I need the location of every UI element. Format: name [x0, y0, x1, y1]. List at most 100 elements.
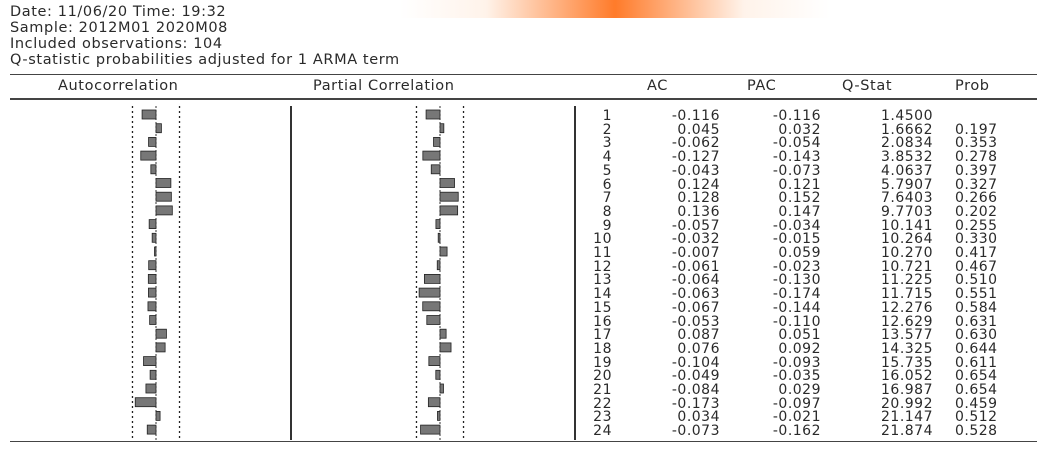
qstat-cell: 12.276	[881, 299, 933, 316]
lag-cell: 22	[593, 395, 612, 412]
qstat-cell: 7.6403	[881, 190, 933, 207]
prob-cell: 0.630	[955, 327, 998, 344]
qstat-note-line: Q-statistic probabilities adjusted for 1…	[10, 52, 400, 68]
pac-bar	[435, 219, 441, 230]
pac-bar	[436, 260, 441, 271]
pac-bar	[439, 383, 444, 394]
pac-bar	[420, 424, 441, 435]
ac-cell: -0.116	[671, 108, 720, 124]
ac-cell: -0.043	[671, 162, 720, 179]
pac-bar	[430, 164, 441, 175]
pac-cell: 0.092	[778, 340, 821, 357]
qstat-cell: 10.264	[881, 231, 933, 248]
ac-cell: -0.062	[671, 135, 720, 152]
pac-bar	[423, 273, 441, 284]
ac-bar	[154, 246, 157, 257]
qstat-cell: 20.992	[881, 395, 933, 412]
pac-cell: -0.130	[772, 272, 821, 289]
ac-bar	[146, 424, 157, 435]
ac-bar	[140, 150, 157, 161]
pac-cell: -0.116	[772, 108, 821, 124]
lag-cell: 4	[602, 149, 612, 166]
ac-cell: 0.076	[677, 340, 720, 357]
pac-panel-divider	[574, 106, 576, 440]
ac-cell: -0.084	[671, 382, 720, 398]
ac-bar	[148, 219, 157, 230]
lag-cell: 21	[593, 382, 612, 398]
lag-cell: 20	[593, 368, 612, 385]
ac-bar	[143, 356, 157, 367]
qstat-cell: 1.6662	[881, 121, 933, 138]
lag-cell: 12	[593, 258, 612, 275]
pac-bar	[439, 178, 455, 188]
pac-cell: -0.143	[772, 149, 821, 166]
pac-cell: -0.073	[772, 162, 821, 179]
qstat-cell: 2.0834	[881, 135, 933, 152]
pac-bar	[437, 232, 441, 243]
pac-cell: 0.152	[778, 190, 821, 207]
qstat-cell: 10.721	[881, 258, 933, 275]
qstat-cell: 11.225	[881, 272, 933, 289]
lag-cell: 11	[593, 245, 612, 261]
lag-cell: 14	[593, 286, 612, 303]
lag-cell: 16	[593, 313, 612, 330]
prob-cell: 0.278	[955, 149, 998, 166]
observations-line: Included observations: 104	[10, 36, 223, 52]
lag-cell: 17	[593, 327, 612, 344]
ac-bar	[148, 136, 157, 147]
qstat-cell: 12.629	[881, 313, 933, 330]
pac-cell: -0.021	[772, 409, 821, 426]
qstat-cell: 11.715	[881, 286, 933, 303]
column-header-ac: AC	[647, 78, 668, 94]
lag-cell: 18	[593, 340, 612, 357]
ac-bar	[147, 273, 157, 284]
pac-bar	[426, 315, 441, 325]
ac-cell: -0.057	[671, 217, 720, 234]
prob-cell: 0.397	[955, 162, 998, 179]
qstat-cell: 21.147	[881, 409, 933, 426]
prob-cell: 0.459	[955, 395, 998, 412]
qstat-cell: 9.7703	[881, 203, 933, 220]
pac-cell: -0.174	[772, 286, 821, 303]
prob-cell: 0.417	[955, 245, 998, 261]
pac-bar	[439, 123, 445, 134]
ac-bar	[155, 205, 173, 216]
ac-cell: 0.136	[677, 203, 720, 220]
prob-cell: 0.512	[955, 409, 998, 426]
pac-cell: -0.110	[772, 313, 821, 330]
qstat-cell: 4.0637	[881, 162, 933, 179]
pac-cell: -0.097	[772, 395, 821, 412]
ac-bar	[155, 342, 166, 353]
prob-cell: 0.584	[955, 299, 998, 316]
ac-cell: -0.061	[671, 258, 720, 275]
pac-bar	[425, 109, 441, 120]
prob-cell: 0.654	[955, 382, 998, 398]
qstat-cell: 13.577	[881, 327, 933, 344]
lag-cell: 24	[593, 423, 612, 440]
lag-cell: 3	[602, 135, 612, 152]
ac-cell: 0.034	[677, 409, 720, 426]
column-header-autocorrelation: Autocorrelation	[58, 78, 179, 94]
ac-bar	[148, 260, 157, 271]
pac-bar	[418, 287, 441, 298]
pac-bar	[439, 328, 447, 339]
qstat-cell: 5.7907	[881, 176, 933, 193]
pac-bar	[439, 205, 459, 216]
lag-cell: 7	[602, 190, 612, 207]
pac-bar	[428, 356, 441, 367]
ac-bar	[155, 123, 162, 134]
ac-bar	[149, 315, 157, 325]
column-header-partial-correlation: Partial Correlation	[313, 78, 455, 94]
pac-bar	[437, 410, 441, 421]
ac-bar	[151, 232, 157, 243]
prob-cell: 0.197	[955, 121, 998, 138]
pac-cell: 0.059	[778, 245, 821, 261]
lag-cell: 10	[593, 231, 612, 248]
prob-cell: 0.528	[955, 423, 998, 440]
ac-bar	[155, 328, 167, 339]
prob-cell: 0.327	[955, 176, 998, 193]
pac-cell: -0.144	[772, 299, 821, 316]
lag-cell: 13	[593, 272, 612, 289]
ac-cell: -0.032	[671, 231, 720, 248]
pac-bar	[435, 369, 441, 380]
